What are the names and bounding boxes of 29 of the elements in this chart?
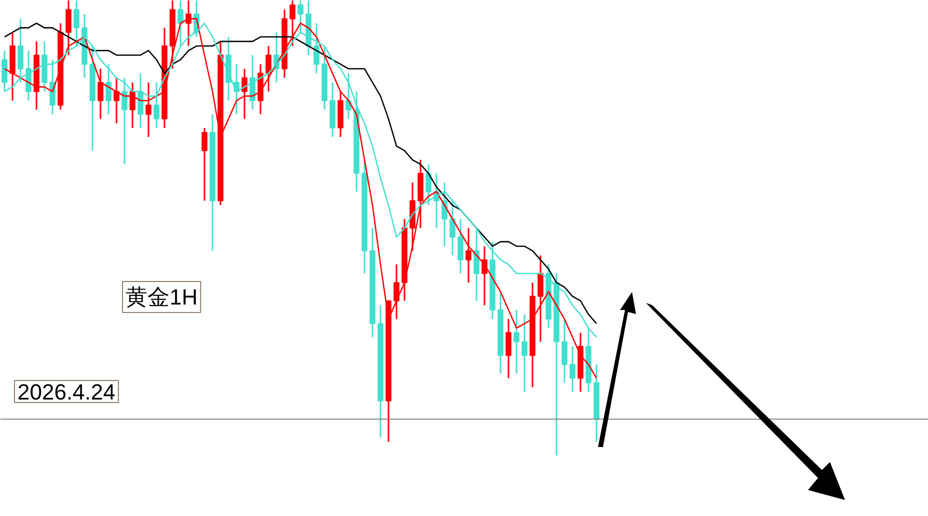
candlestick — [98, 68, 104, 120]
candlestick — [450, 200, 456, 256]
candlestick — [114, 77, 120, 124]
candlestick — [122, 77, 128, 166]
candlestick — [106, 63, 112, 116]
candlestick — [130, 82, 136, 129]
candlestick — [50, 58, 56, 116]
candlestick — [154, 82, 160, 129]
candlestick — [514, 309, 520, 374]
candlestick — [202, 127, 208, 202]
candlestick — [146, 82, 152, 138]
candlestick — [466, 227, 472, 284]
candlestick — [250, 54, 256, 110]
candlestick — [538, 254, 544, 343]
candlestick — [266, 45, 272, 92]
candlestick — [506, 318, 512, 379]
candlestick — [570, 346, 576, 393]
annotation: 2026.4.24 — [18, 380, 116, 404]
candlestick — [242, 68, 248, 120]
candlestick — [474, 227, 480, 302]
candlestick — [426, 164, 432, 206]
candlestick — [394, 264, 400, 320]
annotation: 黄金1H — [126, 284, 198, 310]
candlestick — [26, 50, 32, 102]
candlestick — [458, 218, 464, 274]
candlestick — [562, 318, 568, 384]
candlestick — [442, 182, 448, 247]
candlestick — [522, 314, 528, 393]
candlestick — [138, 72, 144, 129]
